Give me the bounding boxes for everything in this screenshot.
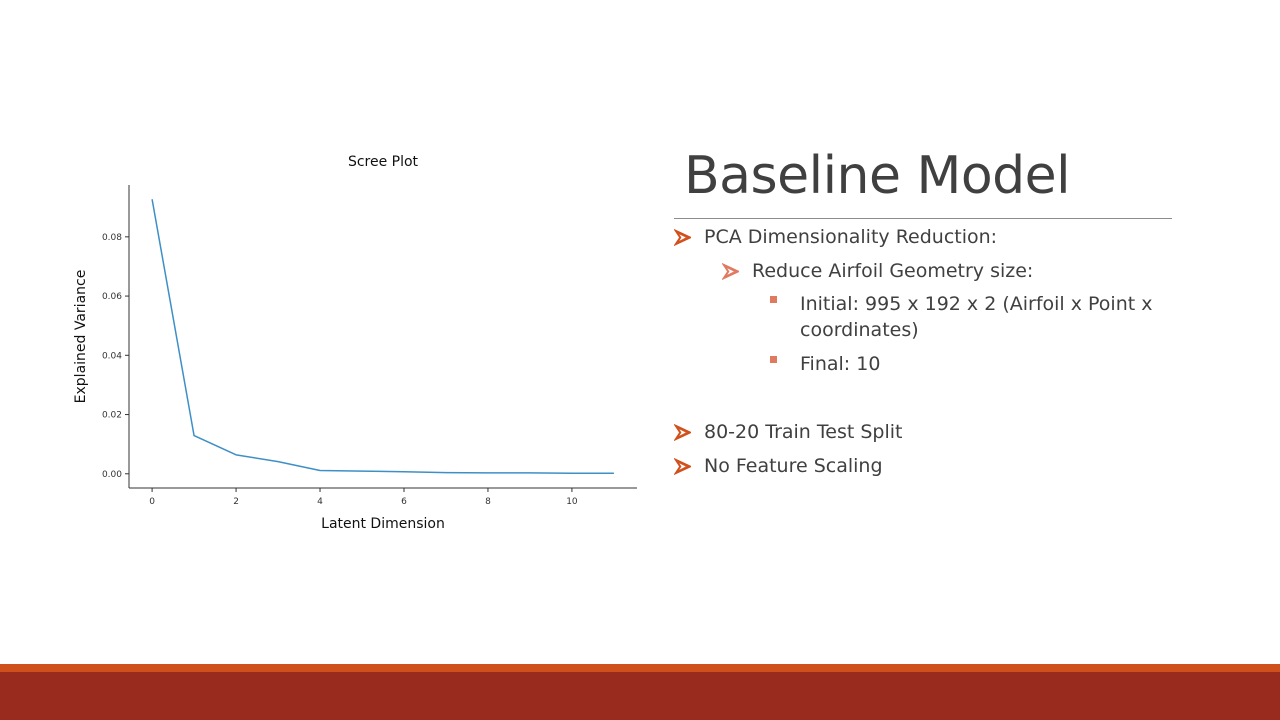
bullet-text: PCA Dimensionality Reduction: (704, 226, 998, 248)
x-tick-label: 10 (566, 497, 578, 507)
bullet-item: Initial: 995 x 192 x 2 (Airfoil x Point … (770, 291, 1160, 343)
title-divider (674, 218, 1172, 219)
y-tick-label: 0.08 (102, 233, 122, 243)
x-tick-label: 2 (233, 497, 239, 507)
x-tick-label: 0 (149, 497, 155, 507)
bullet-text: Final: 10 (800, 353, 881, 375)
square-bullet-glyph (770, 296, 777, 303)
arrow-bullet-icon (674, 419, 704, 445)
bullet-text: Reduce Airfoil Geometry size: (752, 260, 1034, 282)
x-tick-label: 8 (485, 497, 491, 507)
bullet-text: Initial: 995 x 192 x 2 (Airfoil x Point … (800, 293, 1153, 341)
y-tick-label: 0.02 (102, 411, 122, 421)
x-tick-label: 6 (401, 497, 407, 507)
square-bullet-icon (770, 351, 800, 377)
arrow-bullet-icon (674, 453, 704, 479)
bullet-item: Final: 10 (770, 351, 1160, 377)
square-bullet-icon (770, 291, 800, 343)
series-line (151, 199, 614, 474)
bullet-item: PCA Dimensionality Reduction: (674, 224, 1144, 250)
y-tick-label: 0.04 (102, 351, 122, 361)
y-tick-label: 0.06 (102, 292, 122, 302)
chart-title: Scree Plot (348, 154, 419, 170)
arrow-bullet-glyph (674, 458, 691, 475)
bullet-item: Reduce Airfoil Geometry size: (722, 258, 1142, 284)
bullet-text: No Feature Scaling (704, 455, 883, 477)
x-tick-label: 4 (317, 497, 323, 507)
chart-svg: 0 2 4 6 8 10 0.00 0.02 0.04 0.06 0.08 Scree Plot Lat… (73, 154, 637, 532)
square-bullet-glyph (770, 356, 777, 363)
footer-bar (0, 672, 1280, 720)
arrow-bullet-glyph (722, 263, 739, 280)
bullet-text: 80-20 Train Test Split (704, 421, 903, 443)
x-axis-label: Latent Dimension (321, 516, 445, 532)
bullet-item: 80-20 Train Test Split (674, 419, 1144, 445)
bullet-item: No Feature Scaling (674, 453, 1144, 479)
arrow-bullet-icon (674, 224, 704, 250)
footer-accent-stripe (0, 664, 1280, 672)
arrow-bullet-glyph (674, 229, 691, 246)
slide-title: Baseline Model (684, 146, 1071, 206)
scree-plot-chart: 0 2 4 6 8 10 0.00 0.02 0.04 0.06 0.08 Scree Plot Lat… (60, 145, 660, 545)
y-axis-label: Explained Variance (73, 270, 89, 404)
y-tick-label: 0.00 (102, 470, 122, 480)
arrow-bullet-icon (722, 258, 752, 284)
arrow-bullet-glyph (674, 424, 691, 441)
